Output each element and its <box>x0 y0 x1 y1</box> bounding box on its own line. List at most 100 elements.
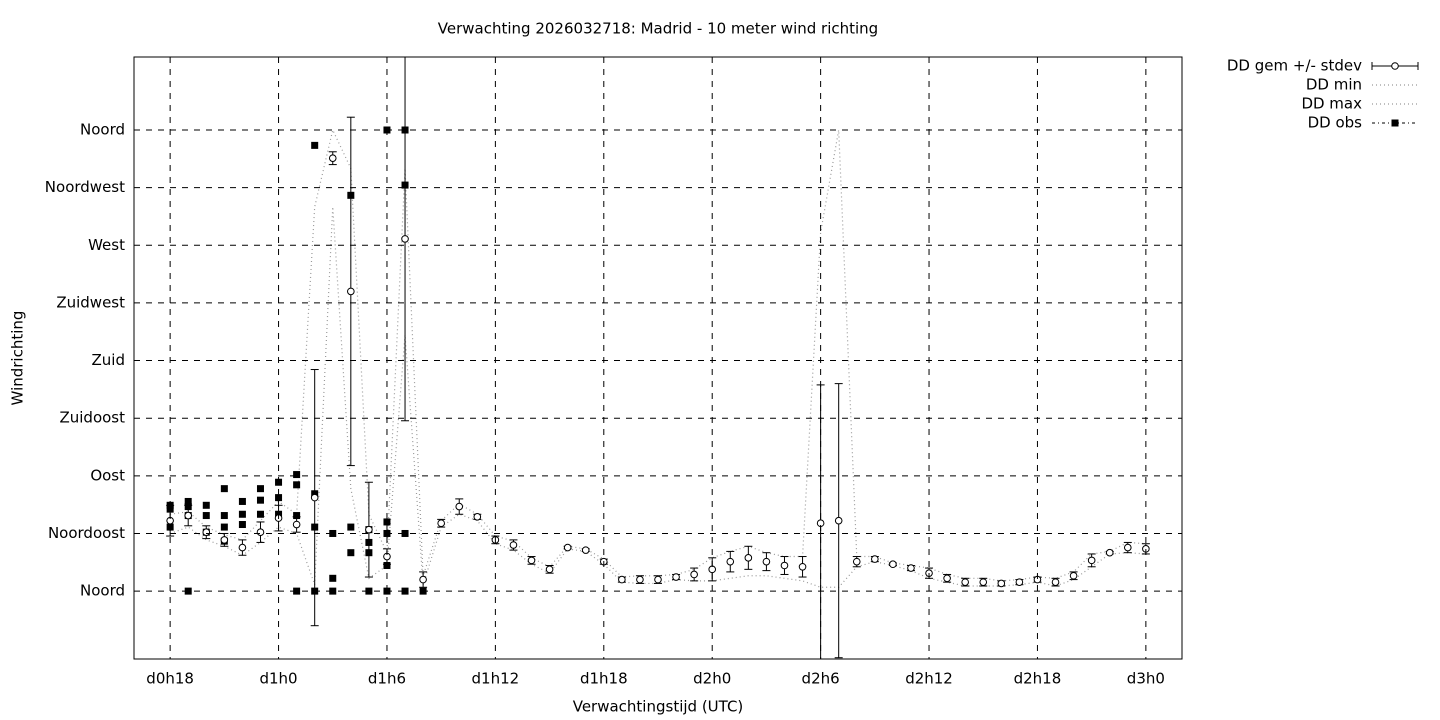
mean-point <box>184 511 193 520</box>
mean-point <box>437 519 445 528</box>
legend-label: DD gem +/- stdev <box>1227 57 1362 75</box>
mean-point <box>907 564 915 572</box>
mean-point <box>726 557 735 566</box>
mean-point <box>238 543 247 552</box>
mean-point <box>563 543 572 552</box>
mean-point <box>979 578 988 586</box>
legend-label: DD max <box>1301 95 1362 113</box>
mean-point <box>654 575 662 584</box>
mean-point <box>871 555 879 563</box>
mean-point <box>455 502 464 511</box>
obs-point <box>347 523 355 531</box>
mean-point <box>618 575 626 584</box>
mean-point <box>365 525 373 534</box>
mean-point <box>708 565 717 574</box>
obs-point <box>329 574 337 582</box>
mean-point <box>292 520 301 529</box>
x-tick-label: d1h0 <box>259 670 297 688</box>
mean-point <box>545 565 554 574</box>
mean-point <box>1051 578 1060 586</box>
obs-point <box>220 512 228 520</box>
obs-point <box>238 510 246 518</box>
y-tick-label: Noord <box>80 121 125 139</box>
mean-point <box>581 546 590 554</box>
obs-point <box>256 496 264 504</box>
obs-point <box>401 529 409 537</box>
mean-point <box>1123 543 1132 552</box>
mean-point <box>690 570 698 579</box>
mean-point <box>1015 578 1024 586</box>
x-tick-label: d1h12 <box>472 670 520 688</box>
x-tick-label: d3h0 <box>1127 670 1165 688</box>
obs-point <box>311 141 319 149</box>
mean-point <box>202 528 211 536</box>
obs-point <box>184 497 192 505</box>
mean-point <box>636 575 644 584</box>
x-axis-label: Verwachtingstijd (UTC) <box>573 698 744 716</box>
obs-point <box>275 494 283 502</box>
obs-point <box>293 471 301 479</box>
y-tick-label: Noordwest <box>45 178 125 196</box>
mean-point <box>997 579 1006 588</box>
obs-point <box>383 518 391 526</box>
range-line <box>170 128 1146 582</box>
mean-point <box>672 573 680 581</box>
x-tick-label: d1h18 <box>580 670 628 688</box>
mean-point <box>347 287 355 296</box>
y-tick-label: Noordoost <box>48 524 125 542</box>
mean-point <box>889 560 897 569</box>
y-tick-label: Noord <box>80 582 125 600</box>
y-tick-label: Oost <box>90 466 125 484</box>
legend-label: DD obs <box>1308 114 1363 132</box>
mean-point <box>834 516 843 525</box>
legend-label: DD min <box>1306 76 1362 94</box>
plot-area <box>166 57 1150 659</box>
mean-point <box>220 536 229 544</box>
x-tick-label: d2h18 <box>1014 670 1062 688</box>
x-tick-label: d0h18 <box>146 670 194 688</box>
mean-point <box>762 557 771 566</box>
mean-point <box>328 154 337 162</box>
obs-point <box>293 512 301 520</box>
obs-point <box>256 485 264 493</box>
obs-point <box>202 512 210 520</box>
legend-sample <box>1391 62 1399 70</box>
mean-point <box>744 554 753 562</box>
obs-point <box>293 587 301 595</box>
mean-point <box>256 528 265 536</box>
obs-point <box>329 529 337 537</box>
mean-point <box>1087 556 1096 565</box>
mean-point <box>473 513 482 521</box>
y-axis-label: Windrichting <box>9 311 27 406</box>
obs-point <box>220 485 228 493</box>
x-tick-label: d1h6 <box>368 670 406 688</box>
obs-point <box>238 497 246 505</box>
mean-point <box>1105 548 1114 557</box>
legend-sample <box>1391 119 1399 127</box>
mean-point <box>943 574 951 583</box>
obs-point <box>220 523 228 531</box>
x-tick-label: d2h12 <box>905 670 953 688</box>
x-tick-label: d2h0 <box>693 670 731 688</box>
obs-point <box>202 501 210 509</box>
mean-point <box>401 235 409 243</box>
mean-point <box>419 575 427 584</box>
obs-point <box>256 510 264 518</box>
mean-point <box>310 493 319 502</box>
mean-point <box>798 562 807 571</box>
obs-point <box>401 587 409 595</box>
mean-point <box>852 557 861 566</box>
mean-point <box>527 556 536 565</box>
obs-point <box>347 549 355 557</box>
obs-point <box>329 587 337 595</box>
obs-point <box>365 587 373 595</box>
obs-point <box>293 481 301 489</box>
mean-point <box>509 541 518 549</box>
y-tick-label: Zuidoost <box>59 409 125 427</box>
x-tick-label: d2h6 <box>802 670 840 688</box>
obs-point <box>238 521 246 529</box>
chart-title: Verwachting 2026032718: Madrid - 10 mete… <box>438 20 878 38</box>
mean-point <box>961 578 969 586</box>
mean-point <box>780 561 789 570</box>
